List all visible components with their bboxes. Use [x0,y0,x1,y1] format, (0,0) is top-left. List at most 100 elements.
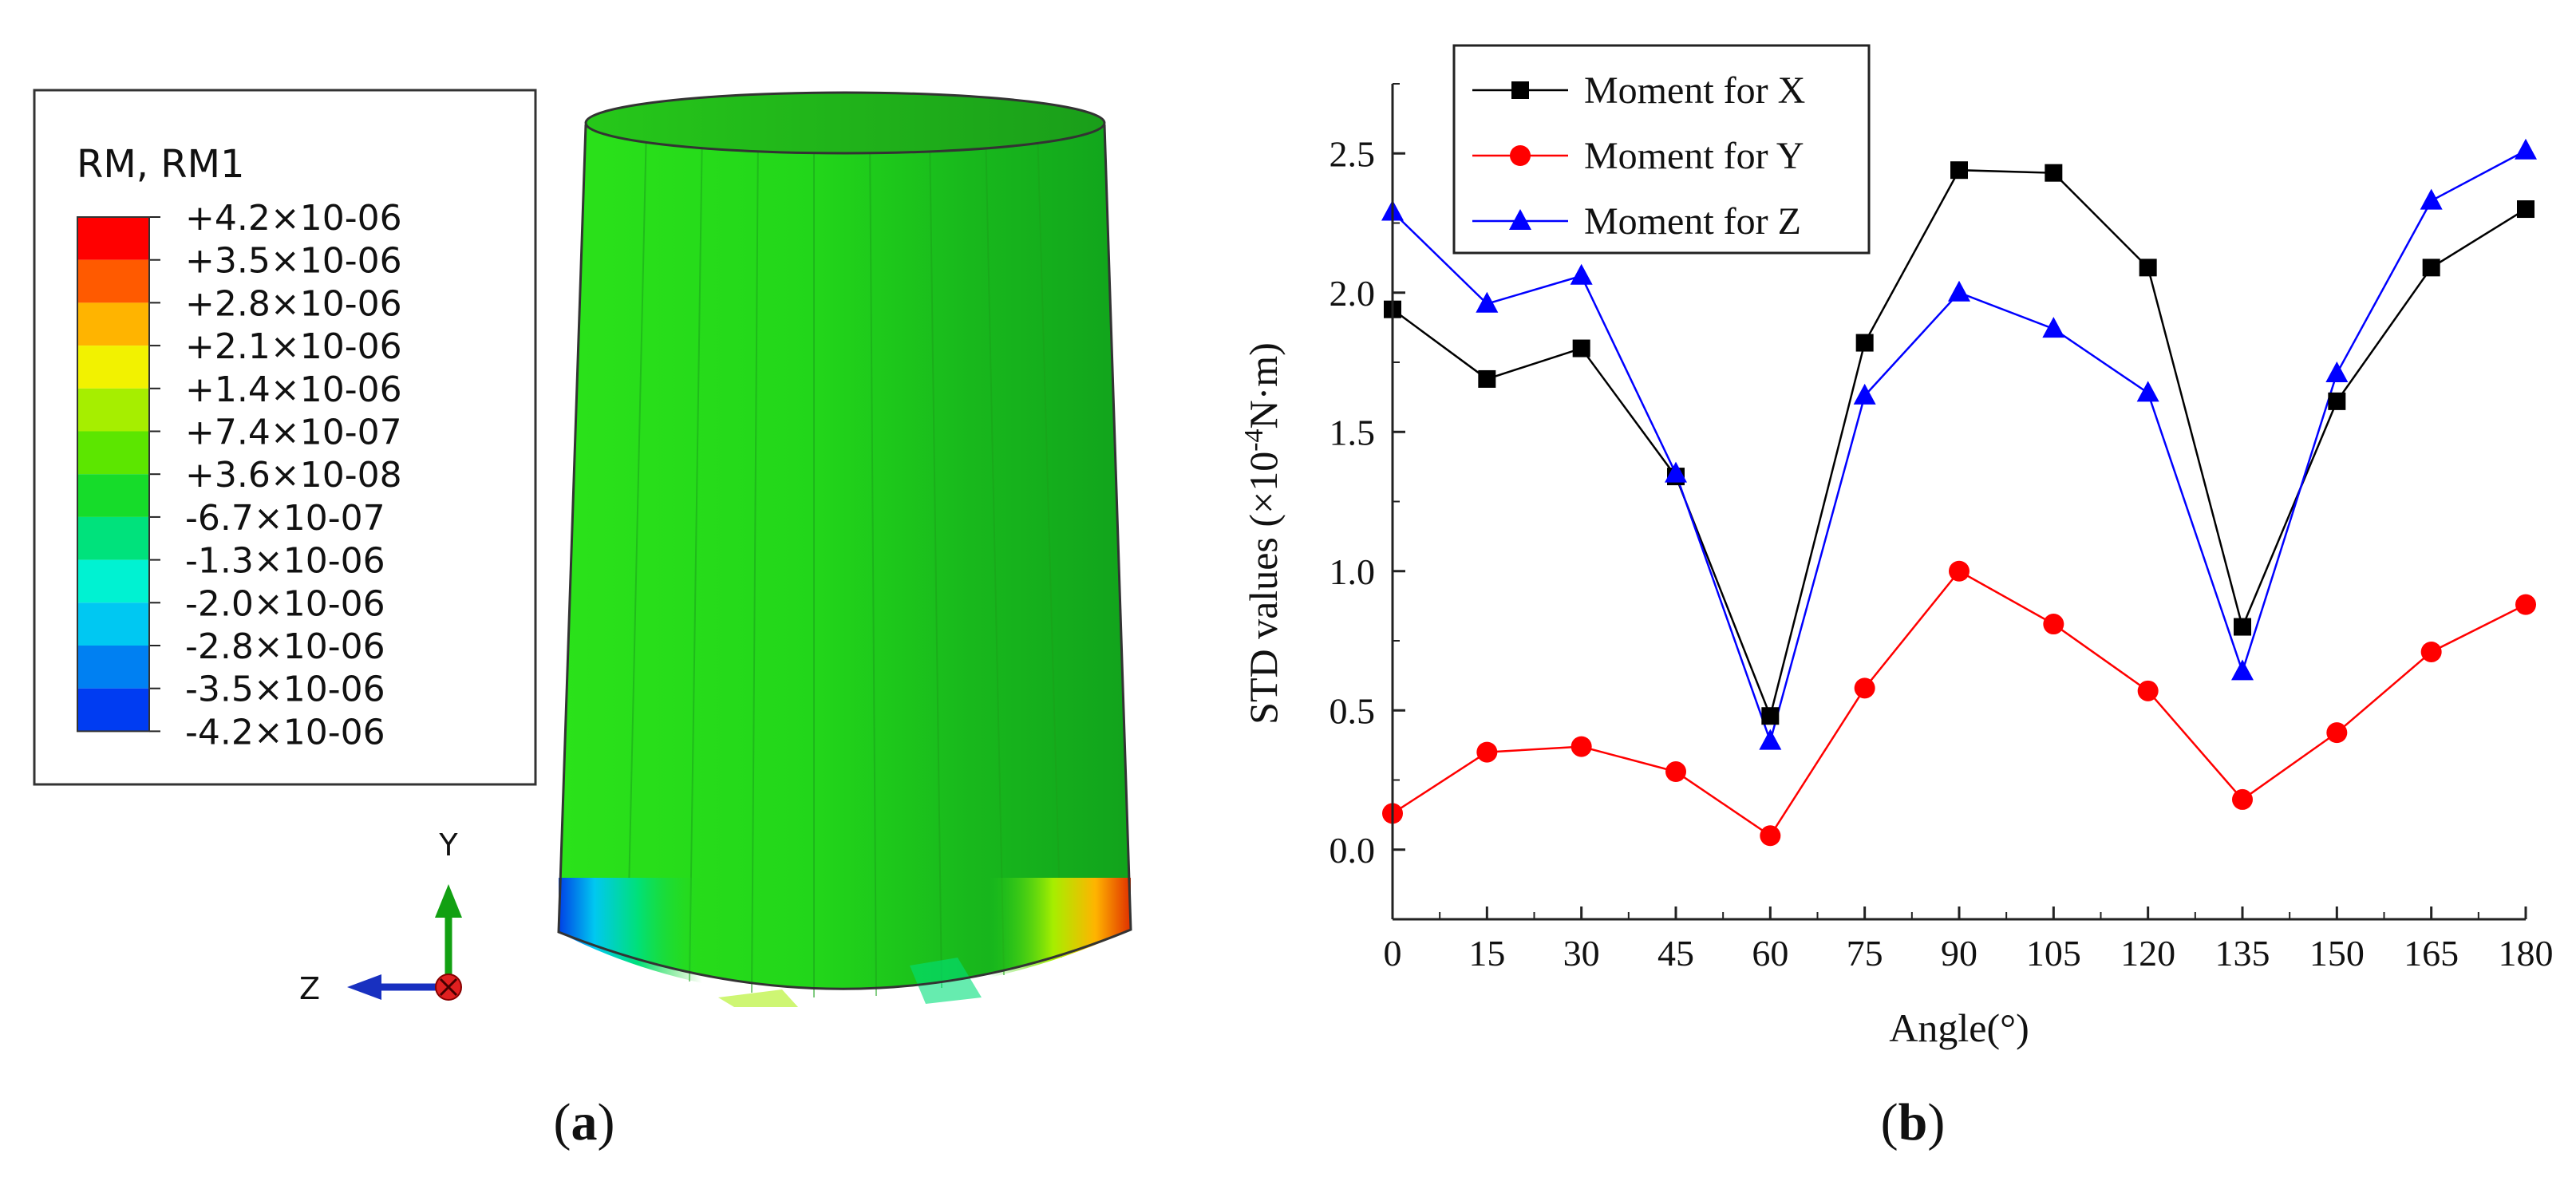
legend-level-label: +2.1×10-06 [185,326,402,367]
cylinder-model [557,91,1132,1007]
x-tick-label: 90 [1941,933,1977,974]
panel-b-caption-letter: b [1898,1093,1928,1151]
data-point-moment-for-x [1761,707,1780,725]
data-point-moment-for-y [1570,736,1592,757]
data-point-moment-for-y [2137,680,2159,701]
data-point-moment-for-x [1950,161,1968,180]
chart-legend: Moment for X Moment for Y Moment for Z [1452,44,1871,255]
cylinder-base-right-stress [990,878,1131,978]
legend-level-label: -3.5×10-06 [185,669,385,710]
data-point-moment-for-z [2231,659,2254,681]
x-tick-label: 165 [2404,933,2459,974]
legend-marker-moment-for-z [1509,209,1531,230]
x-tick-label: 120 [2120,933,2175,974]
data-point-moment-for-y [1665,761,1686,783]
legend-level-label: +4.2×10-06 [185,198,402,239]
panel-b-caption: (b) [1881,1093,1946,1151]
line-chart: 0.0 0.5 1.0 1.5 2.0 2.5 0 15 30 45 60 75 90 105 120 13… [1239,44,2554,1151]
data-point-moment-for-y [1476,741,1498,763]
x-axis-ticks: 0 15 30 45 60 75 90 105 120 135 150 165 180 [1384,906,2554,974]
panel-a-caption: (a) [554,1093,615,1151]
data-point-moment-for-x [1572,339,1590,357]
y-tick-label: 0.0 [1329,830,1376,871]
x-tick-label: 0 [1384,933,1402,974]
coordinate-triad: Y Z [299,827,462,1006]
z-axis-label: Z [299,971,320,1006]
cylinder-body [559,124,1131,989]
y-axis-title: STD values (×10-4N·m) [1239,342,1286,725]
legend-level-label: -1.3×10-06 [185,541,385,582]
y-axis-arrowhead [435,884,462,918]
data-point-moment-for-y [1854,677,1875,699]
y-tick-label: 2.0 [1329,273,1376,314]
legend-label-moment-for-z: Moment for Z [1584,200,1801,243]
legend-marker-moment-for-x [1511,81,1529,99]
contour-legend-title: RM, RM1 [77,142,245,187]
y-tick-label: 1.0 [1329,551,1376,592]
panel-a-caption-letter: a [571,1093,598,1151]
cylinder-facets [626,127,1062,997]
y-tick-label: 0.5 [1329,690,1376,731]
legend-level-label: -6.7×10-07 [185,498,385,539]
legend-color-swatch [77,688,149,732]
legend-label-moment-for-x: Moment for X [1584,69,1805,112]
legend-color-swatch [77,559,149,603]
z-axis-arrowhead [347,974,381,1000]
y-axis-title-main: STD values (×10 [1241,452,1286,725]
legend-color-swatch [77,346,149,389]
data-point-moment-for-y [2043,614,2064,635]
data-point-moment-for-x [2422,259,2440,277]
legend-level-label: +1.4×10-06 [185,369,402,410]
data-point-moment-for-y [1949,560,1970,582]
legend-level-label: +2.8×10-06 [185,283,402,324]
x-tick-label: 15 [1468,933,1505,974]
contour-legend-levels: +4.2×10-06+3.5×10-06+2.8×10-06+2.1×10-06… [77,198,402,752]
legend-marker-moment-for-y [1510,145,1531,166]
y-axis-ticks: 0.0 0.5 1.0 1.5 2.0 2.5 [1329,83,1405,920]
y-tick-label: 1.5 [1329,412,1376,452]
x-tick-label: 30 [1563,933,1600,974]
data-point-moment-for-z [1476,291,1499,313]
cylinder-base-left-stress [559,878,702,983]
legend-level-label: +3.6×10-08 [185,455,402,496]
data-point-moment-for-x [1478,369,1496,388]
cylinder-base-spot [718,989,798,1007]
data-point-moment-for-y [2232,788,2253,810]
panel-a: RM, RM1 +4.2×10-06+3.5×10-06+2.8×10-06+2… [33,89,1132,1151]
data-point-moment-for-z [1853,383,1876,405]
x-tick-label: 45 [1657,933,1694,974]
data-point-moment-for-z [1570,263,1593,285]
legend-level-label: -2.0×10-06 [185,583,385,624]
y-axis-title-exponent: -4 [1239,429,1269,451]
legend-color-bar-outline [77,216,150,733]
legend-level-label: +7.4×10-07 [185,413,402,453]
legend-level-label: -2.8×10-06 [185,626,385,667]
x-tick-label: 150 [2309,933,2365,974]
legend-color-swatch [77,474,149,517]
cylinder-outline [557,124,1132,990]
data-point-moment-for-z [2515,138,2537,160]
data-point-moment-for-x [2045,164,2063,182]
x-tick-label: 75 [1847,933,1883,974]
y-axis-title-unit: N·m) [1241,342,1286,429]
data-point-moment-for-z [2136,381,2159,402]
data-point-moment-for-x [2517,200,2535,219]
series-line-moment-for-y [1392,570,2527,838]
data-point-moment-for-z [1665,461,1687,483]
data-point-moment-for-x [1855,334,1874,352]
cylinder-top-rim [584,91,1106,155]
data-point-moment-for-y [2326,722,2348,744]
data-point-moment-for-y [1760,825,1781,847]
legend-color-swatch [77,302,149,346]
data-point-moment-for-x [2328,392,2346,410]
data-point-moment-for-z [1948,280,1970,302]
data-point-moment-for-x [2234,618,2251,636]
y-tick-label: 2.5 [1329,133,1376,174]
legend-color-swatch [77,259,149,303]
x-tick-label: 135 [2215,933,2270,974]
legend-color-swatch [77,646,149,689]
data-point-moment-for-x [2139,259,2157,277]
legend-label-moment-for-y: Moment for Y [1584,135,1804,177]
legend-color-swatch [77,516,149,560]
